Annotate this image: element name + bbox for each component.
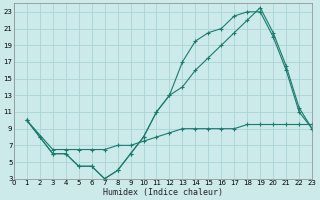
X-axis label: Humidex (Indice chaleur): Humidex (Indice chaleur)	[103, 188, 223, 197]
